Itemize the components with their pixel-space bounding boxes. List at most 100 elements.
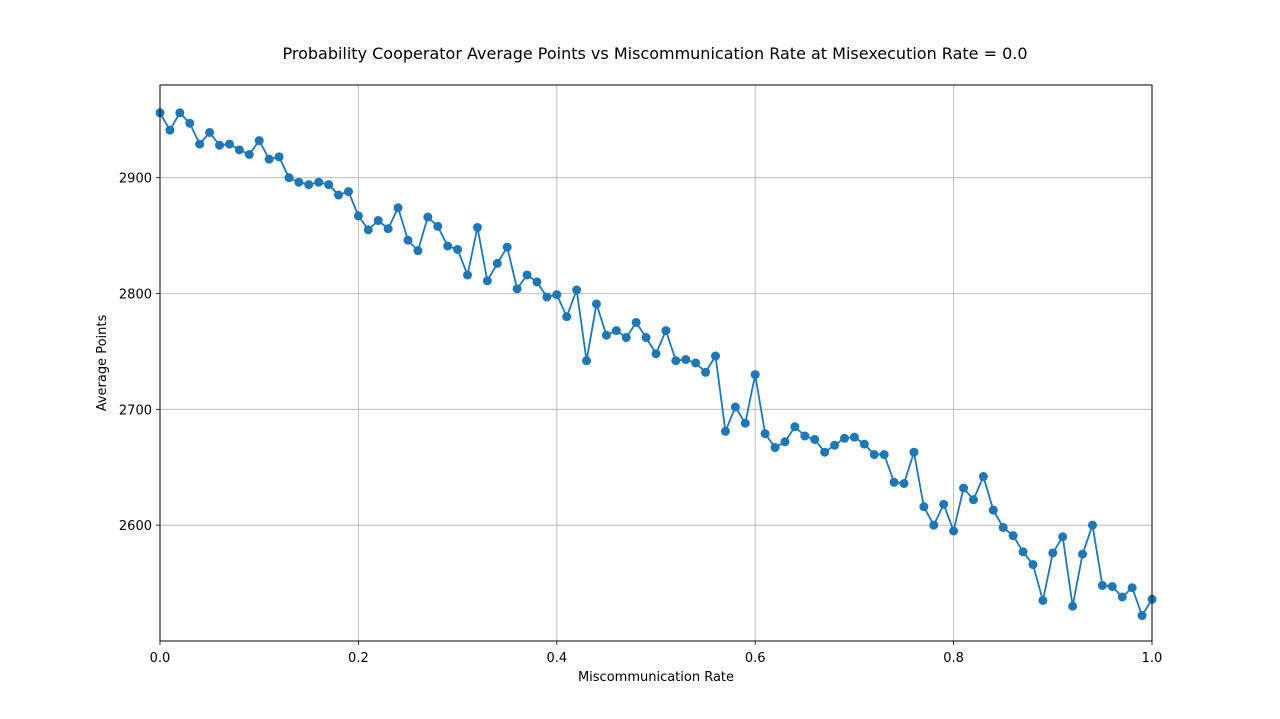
x-tick-label: 0.2 (348, 651, 369, 666)
data-point (304, 180, 314, 190)
x-tick-label: 0.4 (546, 651, 567, 666)
data-point (820, 447, 830, 457)
data-point (1127, 583, 1137, 593)
data-point (780, 437, 790, 447)
data-point (423, 212, 433, 222)
data-point (978, 472, 988, 482)
data-point (849, 432, 859, 442)
data-point (601, 330, 611, 340)
data-point (651, 349, 661, 359)
data-point (740, 418, 750, 428)
data-point (413, 246, 423, 256)
data-point (968, 495, 978, 505)
data-point (631, 317, 641, 327)
data-point (453, 244, 463, 254)
data-point (532, 277, 542, 287)
y-tick-label: 2600 (119, 519, 152, 534)
data-point (1048, 548, 1058, 558)
data-point (264, 154, 274, 164)
y-tick-label: 2700 (119, 403, 152, 418)
data-point (869, 450, 879, 460)
data-point (552, 290, 562, 300)
data-point (750, 370, 760, 380)
plot-frame (159, 84, 1153, 642)
data-point (383, 224, 393, 234)
data-point (671, 356, 681, 366)
data-point (1038, 595, 1048, 605)
data-point (175, 108, 185, 118)
data-point (492, 258, 502, 268)
data-point (770, 443, 780, 453)
data-point (1137, 611, 1147, 621)
data-point (760, 429, 770, 439)
data-point (363, 225, 373, 235)
data-point (1117, 592, 1127, 602)
y-tick-label: 2800 (119, 288, 152, 303)
data-point (572, 285, 582, 295)
data-point (730, 402, 740, 412)
data-point (1107, 582, 1117, 592)
data-point (959, 483, 969, 493)
data-point (522, 270, 532, 280)
x-axis: 0.0 0.2 0.4 0.6 0.8 1.0 (150, 641, 1163, 666)
data-point (909, 447, 919, 457)
series-line (155, 108, 1157, 621)
data-point (691, 358, 701, 368)
data-point (185, 118, 195, 128)
data-point (274, 152, 284, 162)
data-point (711, 351, 721, 361)
data-point (591, 299, 601, 309)
y-axis: 2600 2700 2800 2900 (119, 172, 160, 534)
x-tick-label: 0.0 (150, 651, 171, 666)
data-point (343, 187, 353, 197)
data-point (889, 477, 899, 487)
data-point (998, 522, 1008, 532)
data-point (681, 355, 691, 365)
data-point (244, 150, 254, 159)
data-point (234, 145, 244, 155)
data-point (988, 505, 998, 515)
data-point (582, 356, 592, 366)
data-point (403, 235, 413, 245)
data-point (720, 426, 730, 436)
y-axis-label: Average Points (95, 314, 110, 411)
x-tick-label: 0.6 (745, 651, 766, 666)
data-point (790, 422, 800, 432)
data-point (929, 520, 939, 530)
data-point (800, 431, 810, 441)
data-point (1068, 601, 1078, 611)
data-point (919, 502, 929, 512)
data-point (839, 433, 849, 443)
data-point (1078, 549, 1088, 559)
data-point (879, 450, 889, 460)
data-point (512, 284, 522, 294)
data-point (1008, 531, 1018, 541)
data-point (859, 439, 869, 449)
data-point (830, 440, 840, 450)
data-point (939, 499, 949, 509)
data-point (472, 222, 482, 232)
data-point (254, 136, 264, 146)
data-point (949, 526, 959, 536)
data-point (1058, 532, 1068, 542)
data-point (482, 276, 492, 286)
x-axis-label: Miscommunication Rate (578, 670, 734, 685)
data-point (661, 326, 671, 336)
data-point (324, 180, 334, 190)
data-point (502, 242, 512, 252)
data-point (334, 190, 344, 200)
data-point (314, 177, 324, 187)
data-point (294, 177, 304, 187)
data-point (215, 140, 225, 150)
data-point (810, 434, 820, 444)
data-point (463, 270, 473, 280)
data-point (373, 216, 383, 226)
grid (159, 85, 1153, 641)
x-tick-label: 1.0 (1142, 651, 1163, 666)
data-point (205, 127, 215, 137)
data-point (621, 333, 631, 343)
data-point (562, 312, 572, 322)
data-point (641, 333, 651, 343)
chart-title: Probability Cooperator Average Points vs… (282, 44, 1027, 63)
